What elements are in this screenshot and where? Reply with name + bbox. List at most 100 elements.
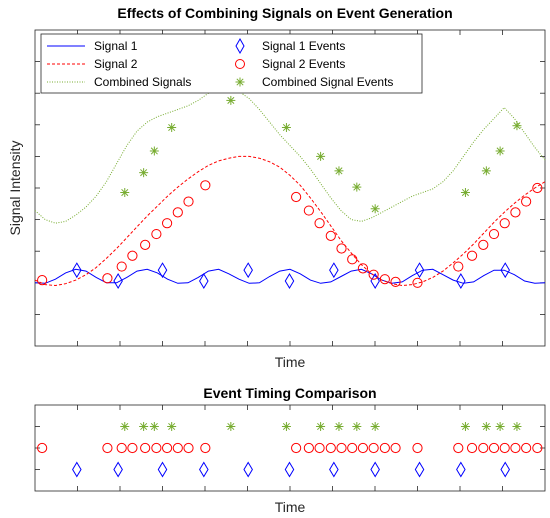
timing-marker-signal-2-events: [151, 442, 162, 454]
timing-marker-signal-1-events: [72, 461, 82, 478]
legend-marker-signal-2-events: [235, 59, 245, 69]
timing-marker-signal-1-events: [243, 461, 253, 478]
timing-marker-signal-2-events: [303, 442, 314, 454]
event-marker-signal-2-events: [390, 276, 401, 287]
event-marker-combined-signal-events: [226, 95, 236, 105]
event-marker-signal-1-events: [157, 262, 168, 279]
event-marker-signal-2-events: [102, 273, 113, 284]
timing-marker-signal-2-events: [127, 442, 138, 454]
event-marker-signal-2-events: [478, 239, 489, 250]
event-marker-signal-2-events: [200, 180, 211, 191]
timing-marker-combined-signal-events: [370, 422, 380, 431]
event-marker-signal-2-events: [521, 196, 532, 207]
main-series-lines: [34, 87, 546, 287]
timing-marker-signal-2-events: [347, 442, 358, 454]
main-chart: Effects of Combining Signals on Event Ge…: [7, 5, 546, 370]
main-x-axis-label: Time: [275, 354, 306, 370]
timing-marker-combined-signal-events: [167, 422, 177, 431]
timing-marker-combined-signal-events: [352, 422, 362, 431]
event-marker-signal-1-events: [500, 262, 511, 279]
timing-marker-signal-2-events: [336, 442, 347, 454]
timing-ticks: [35, 405, 545, 491]
timing-marker-combined-signal-events: [316, 422, 326, 431]
timing-marker-signal-1-events: [414, 461, 425, 478]
legend-marker-combined-events: [235, 77, 245, 87]
event-marker-signal-2-events: [499, 218, 510, 229]
legend-label-signal-1-events: Signal 1 Events: [262, 39, 345, 53]
timing-marker-signal-2-events: [314, 442, 325, 454]
timing-chart-title: Event Timing Comparison: [203, 385, 376, 401]
event-marker-combined-signal-events: [120, 188, 130, 198]
event-marker-signal-1-events: [72, 262, 82, 279]
event-marker-signal-1-events: [284, 273, 295, 289]
event-marker-combined-signal-events: [316, 151, 326, 161]
series-line-combined-signals: [34, 87, 546, 224]
legend-label-signal-2: Signal 2: [94, 57, 138, 71]
timing-marker-signal-1-events: [157, 461, 168, 478]
event-marker-signal-2-events: [412, 277, 423, 288]
timing-marker-combined-signal-events: [495, 422, 505, 431]
timing-chart: Event Timing Comparison Time: [34, 385, 546, 515]
event-marker-signal-2-events: [140, 239, 151, 250]
main-event-markers: [37, 95, 543, 289]
timing-marker-signal-1-events: [113, 461, 123, 478]
event-marker-combined-signal-events: [281, 123, 291, 133]
timing-marker-signal-1-events: [456, 461, 466, 478]
timing-marker-signal-2-events: [140, 442, 151, 454]
timing-marker-signal-2-events: [499, 442, 510, 454]
event-marker-signal-2-events: [172, 207, 183, 218]
timing-marker-signal-1-events: [199, 461, 209, 478]
event-marker-signal-2-events: [291, 191, 302, 203]
series-line-signal-2: [34, 155, 546, 287]
event-marker-combined-signal-events: [139, 168, 149, 178]
event-marker-signal-2-events: [116, 261, 127, 272]
timing-marker-signal-2-events: [478, 442, 489, 454]
event-marker-signal-2-events: [314, 218, 325, 229]
timing-marker-signal-2-events: [390, 442, 401, 454]
timing-marker-signal-2-events: [510, 442, 521, 454]
main-chart-title: Effects of Combining Signals on Event Ge…: [117, 5, 452, 21]
event-marker-combined-signal-events: [495, 146, 505, 156]
timing-marker-signal-2-events: [116, 442, 127, 454]
timing-marker-signal-2-events: [466, 442, 478, 454]
timing-marker-signal-2-events: [200, 442, 211, 454]
timing-marker-combined-signal-events: [149, 422, 159, 431]
legend-label-signal-1: Signal 1: [94, 39, 138, 53]
event-marker-signal-2-events: [379, 274, 390, 285]
timing-marker-signal-2-events: [102, 442, 113, 454]
event-marker-signal-2-events: [453, 261, 464, 272]
event-marker-combined-signal-events: [512, 121, 522, 131]
timing-marker-combined-signal-events: [334, 422, 344, 431]
event-marker-signal-2-events: [37, 274, 48, 286]
event-marker-combined-signal-events: [370, 204, 380, 214]
legend-label-signal-2-events: Signal 2 Events: [262, 57, 345, 71]
timing-marker-signal-2-events: [37, 442, 48, 454]
timing-marker-signal-2-events: [183, 442, 194, 454]
timing-marker-signal-2-events: [488, 442, 500, 454]
main-ticks: [35, 30, 545, 346]
timing-plot-area: [34, 404, 546, 492]
timing-marker-signal-1-events: [370, 461, 380, 478]
timing-marker-combined-signal-events: [281, 422, 291, 431]
event-marker-signal-2-events: [325, 230, 336, 241]
event-marker-signal-2-events: [532, 182, 543, 194]
event-marker-combined-signal-events: [481, 166, 491, 176]
timing-marker-signal-2-events: [325, 442, 336, 454]
main-y-axis-label: Signal Intensity: [7, 141, 23, 236]
event-marker-signal-2-events: [368, 269, 379, 280]
timing-marker-signal-2-events: [291, 442, 302, 454]
event-marker-signal-1-events: [414, 262, 425, 279]
timing-marker-signal-2-events: [357, 442, 369, 454]
event-marker-signal-1-events: [329, 262, 339, 279]
timing-marker-combined-signal-events: [512, 422, 522, 431]
event-marker-signal-1-events: [113, 273, 123, 289]
event-marker-signal-2-events: [151, 228, 162, 240]
legend-label-combined: Combined Signals: [94, 75, 191, 89]
event-marker-signal-2-events: [466, 250, 478, 261]
event-marker-signal-2-events: [127, 250, 138, 261]
timing-marker-combined-signal-events: [139, 422, 149, 431]
timing-marker-signal-2-events: [453, 442, 464, 454]
legend-label-combined-events: Combined Signal Events: [262, 75, 393, 89]
timing-marker-signal-1-events: [284, 461, 295, 478]
